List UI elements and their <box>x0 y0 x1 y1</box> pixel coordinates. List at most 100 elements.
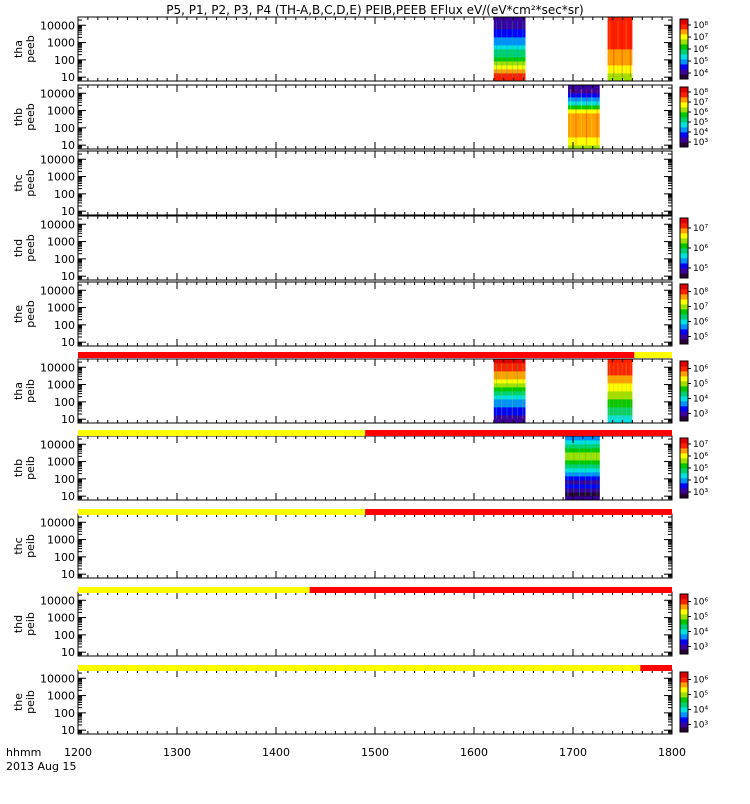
mode-bar-segment-yellow <box>78 665 641 671</box>
spectrogram-cell <box>493 33 526 38</box>
colorbar-tick-label: 10⁵ <box>693 264 708 274</box>
spectrogram-cell <box>568 125 600 130</box>
colorbar-segment <box>680 24 688 30</box>
colorbar-segment <box>680 74 688 80</box>
colorbar-segment <box>680 339 688 345</box>
y-tick-label: 1000 <box>47 302 75 315</box>
spectrogram-cell <box>568 109 600 114</box>
spectrogram-cell <box>493 403 526 408</box>
spectrogram-cell <box>493 45 526 50</box>
y-tick-label: 10 <box>61 490 75 503</box>
colorbar-segment <box>680 294 688 300</box>
spectrogram-cell <box>607 359 633 364</box>
spectrogram-cell <box>568 129 600 134</box>
colorbar-segment <box>680 268 688 274</box>
mode-bar-1 <box>78 352 672 358</box>
colorbar-segment <box>680 142 688 148</box>
y-axis-label-instrument: peeb <box>24 35 37 63</box>
panel-thd-peib: 10 100 1000 10000 thd peib 10³ 10⁴ 10⁵ 10⁶ <box>12 591 708 659</box>
colorbar-tick-label: 10⁶ <box>693 318 708 328</box>
spectrogram-cell <box>493 21 526 26</box>
colorbar-tick-label: 10⁵ <box>693 613 708 623</box>
colorbar-segment <box>680 478 688 484</box>
y-tick-label: 100 <box>54 707 75 720</box>
spectrogram-cell <box>607 371 633 376</box>
colorbar-segment <box>680 371 688 377</box>
colorbar-segment <box>680 102 688 108</box>
colorbar: 10⁵ 10⁶ 10⁷ 10⁸ <box>679 283 708 345</box>
y-axis-label-probe: the <box>12 693 25 711</box>
colorbar-frame <box>679 593 689 655</box>
colorbar-segment <box>680 107 688 113</box>
y-axis-label-instrument: peeb <box>24 169 37 197</box>
spectrogram-cell <box>607 21 633 26</box>
colorbar-tick-label: 10⁶ <box>693 452 708 462</box>
colorbar: 10³ 10⁴ 10⁵ 10⁶ <box>679 671 708 733</box>
spectrogram-cell <box>565 472 600 477</box>
x-tick-label: 1300 <box>163 746 191 759</box>
colorbar-segment <box>680 463 688 469</box>
colorbar-tick-label: 10⁶ <box>693 365 708 375</box>
colorbar-segment <box>680 253 688 259</box>
spectrogram-cell <box>493 375 526 380</box>
colorbar-segment <box>680 34 688 40</box>
spectrogram-cell <box>607 367 633 372</box>
colorbar-segment <box>680 69 688 75</box>
mode-bar-2 <box>78 430 672 436</box>
y-tick-label: 10 <box>61 71 75 84</box>
colorbar-segment <box>680 258 688 264</box>
spectrogram-block-2 <box>607 359 633 424</box>
mode-bar-segment-red <box>78 352 635 358</box>
spectrogram-block-1 <box>565 436 600 501</box>
panel-frame <box>77 669 673 735</box>
colorbar-segment <box>680 396 688 402</box>
colorbar-segment <box>680 644 688 650</box>
y-axis-label-instrument: peeb <box>24 300 37 328</box>
x-tick-label: 1200 <box>64 746 92 759</box>
spectrogram-cell <box>568 113 600 118</box>
y-tick-label: 100 <box>54 319 75 332</box>
spectrogram-cell <box>493 391 526 396</box>
y-tick-label: 10 <box>61 270 75 283</box>
colorbar-segment <box>680 677 688 683</box>
spectrogram-cell <box>607 17 633 22</box>
y-tick-label: 100 <box>54 253 75 266</box>
y-tick-label: 10 <box>61 568 75 581</box>
colorbar: 10³ 10⁴ 10⁵ 10⁶ <box>679 360 708 422</box>
colorbar-tick-label: 10⁷ <box>693 98 708 108</box>
mode-bar-segment-red <box>365 430 672 436</box>
y-tick-label: 10000 <box>40 19 75 32</box>
spectrogram-cell <box>607 391 633 396</box>
colorbar-segment <box>680 64 688 70</box>
spectrogram-cell <box>607 415 633 420</box>
spectrogram-cell <box>493 25 526 30</box>
colorbar-segment <box>680 682 688 688</box>
colorbar-tick-label: 10⁵ <box>693 118 708 128</box>
colorbar-segment <box>680 594 688 600</box>
spectrogram-cell <box>565 460 600 465</box>
colorbar-segment <box>680 334 688 340</box>
colorbar: 10³ 10⁴ 10⁵ 10⁶ <box>679 593 708 655</box>
colorbar-segment <box>680 39 688 45</box>
colorbar-tick-label: 10⁵ <box>693 464 708 474</box>
spectrogram-cell <box>493 371 526 376</box>
panel-frame <box>77 215 673 281</box>
y-tick-label: 1000 <box>47 236 75 249</box>
y-tick-label: 10 <box>61 205 75 218</box>
spectrogram-cell <box>493 61 526 66</box>
panel-frame <box>77 281 673 347</box>
colorbar-tick-label: 10⁴ <box>693 706 708 716</box>
colorbar-segment <box>680 717 688 723</box>
y-tick-label: 1000 <box>47 534 75 547</box>
colorbar-tick-label: 10⁴ <box>693 395 708 405</box>
spectrogram-cell <box>565 484 600 489</box>
y-tick-label: 10 <box>61 413 75 426</box>
y-axis-label-instrument: peeb <box>24 234 37 262</box>
y-tick-label: 100 <box>54 188 75 201</box>
spectrogram-cell <box>493 415 526 420</box>
y-tick-label: 1000 <box>47 105 75 118</box>
x-tick-label: 1800 <box>658 746 686 759</box>
colorbar-tick-label: 10⁷ <box>693 224 708 234</box>
